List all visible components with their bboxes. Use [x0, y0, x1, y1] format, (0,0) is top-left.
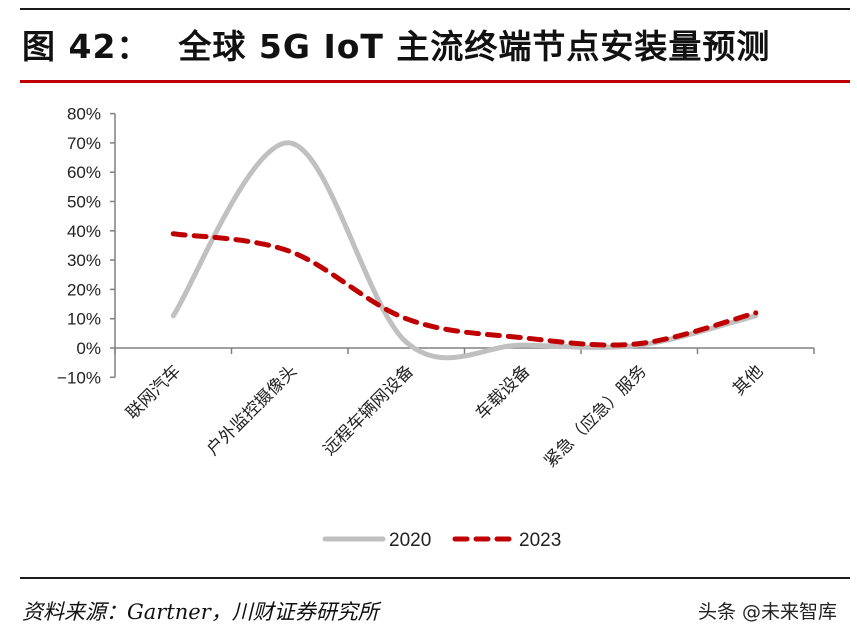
title-underline — [20, 80, 850, 83]
x-category-label: 紧急（应急）服务 — [540, 361, 650, 471]
figure-title: 图 42： 全球 5G IoT 主流终端节点安装量预测 — [22, 20, 770, 68]
legend: 2020 2023 — [322, 530, 561, 551]
top-rule — [20, 8, 850, 10]
x-category-label: 其他 — [729, 361, 767, 399]
x-category-label: 车载设备 — [472, 361, 534, 423]
series-2023-line — [170, 231, 759, 348]
y-tick-label: 60% — [67, 163, 101, 182]
x-category-label: 户外监控摄像头 — [203, 361, 301, 459]
y-tick-label: 30% — [67, 251, 101, 270]
x-axis: 联网汽车 户外监控摄像头 远程车辆网设备 车载设备 紧急（应急）服务 其他 — [114, 347, 815, 472]
y-tick-label: 50% — [67, 193, 101, 212]
y-tick-label: 40% — [67, 222, 101, 241]
figure-title-text: 全球 5G IoT 主流终端节点安装量预测 — [178, 27, 771, 66]
x-category-label: 联网汽车 — [123, 361, 185, 423]
legend-label-2023: 2023 — [519, 530, 561, 551]
y-tick-label: 20% — [67, 280, 101, 299]
source-note: 资料来源：Gartner，川财证券研究所 — [22, 600, 379, 624]
legend-label-2020: 2020 — [389, 530, 431, 551]
figure-label: 图 42： — [22, 27, 151, 66]
line-chart: −10% 0% 10% 20% 30% 40% 50% 60% 70% 80% 联网汽车 户外监控摄… — [57, 105, 815, 551]
y-axis: −10% 0% 10% 20% 30% 40% 50% 60% 70% 80% — [57, 105, 116, 387]
y-tick-label: −10% — [57, 368, 101, 387]
x-category-label: 远程车辆网设备 — [319, 361, 417, 459]
series-2020-line — [170, 140, 759, 361]
y-tick-label: 70% — [67, 134, 101, 153]
y-tick-label: 10% — [67, 310, 101, 329]
watermark: 头条 @未来智库 — [697, 601, 837, 623]
y-tick-label: 80% — [67, 105, 101, 124]
y-tick-label: 0% — [76, 339, 101, 358]
bottom-rule — [20, 577, 850, 579]
series-lines — [170, 140, 759, 361]
